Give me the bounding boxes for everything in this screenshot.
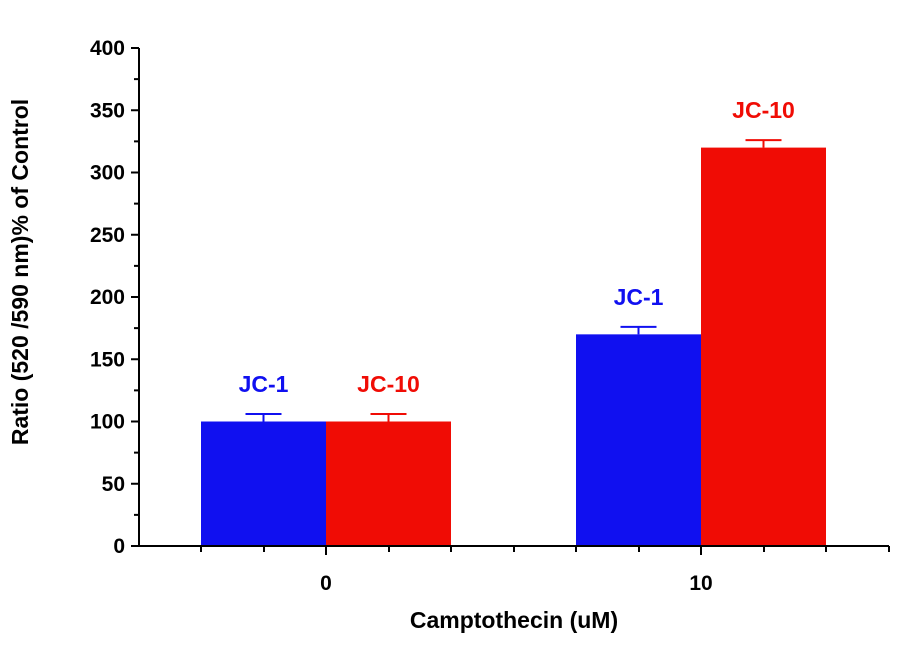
y-tick-label-300: 300 bbox=[90, 162, 125, 185]
bar-label-jc-10-0: JC-10 bbox=[357, 371, 420, 397]
y-tick-label-50: 50 bbox=[102, 473, 125, 496]
bar-jc-10-0 bbox=[326, 421, 451, 546]
bar-label-jc-10-10: JC-10 bbox=[732, 97, 795, 123]
y-tick-label-400: 400 bbox=[90, 37, 125, 60]
bar-jc-10-10 bbox=[701, 147, 826, 546]
bar-label-jc-1-0: JC-1 bbox=[239, 371, 289, 397]
y-tick-label-250: 250 bbox=[90, 224, 125, 247]
y-tick-label-200: 200 bbox=[90, 286, 125, 309]
plot-area: JC-1 JC-10JC-1JC-100501001502002503003504… bbox=[90, 37, 890, 595]
y-tick-label-100: 100 bbox=[90, 411, 125, 434]
x-axis-title: Camptothecin (uM) bbox=[410, 607, 618, 633]
y-tick-label-150: 150 bbox=[90, 348, 125, 371]
y-tick-label-350: 350 bbox=[90, 99, 125, 122]
x-tick-label-0: 0 bbox=[320, 572, 332, 595]
x-tick-label-10: 10 bbox=[689, 572, 712, 595]
y-tick-label-0: 0 bbox=[113, 535, 125, 558]
bar-jc-1-0 bbox=[201, 421, 326, 546]
bar-jc-1-10 bbox=[576, 334, 701, 546]
y-axis-title: Ratio (520 /590 nm)% of Control bbox=[7, 99, 33, 445]
bar-label-jc-1-10: JC-1 bbox=[614, 284, 664, 310]
